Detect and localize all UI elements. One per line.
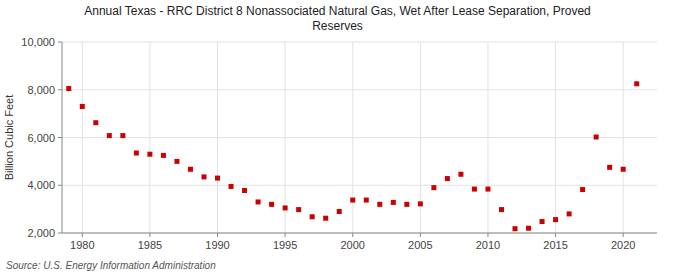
grid-line: [82, 42, 83, 233]
annotation: Source: U.S. Energy Information Administ…: [6, 260, 216, 271]
point: [594, 135, 599, 140]
point: [540, 219, 545, 224]
tick-mark: [285, 233, 286, 237]
point: [472, 187, 477, 192]
tick-label: 2,000: [27, 227, 55, 239]
tick-label: 1985: [138, 239, 162, 251]
tick-mark: [352, 233, 353, 237]
point: [201, 174, 206, 179]
point: [513, 226, 518, 231]
grid-line: [62, 233, 657, 234]
title: Annual Texas - RRC District 8 Nonassocia…: [84, 4, 590, 33]
point: [66, 86, 71, 91]
grid-line: [62, 185, 657, 186]
point: [269, 202, 274, 207]
point: [215, 176, 220, 181]
tick-label: 6,000: [27, 132, 55, 144]
point: [445, 176, 450, 181]
chart: 2,000 4,000 6,000 8,000 10,000 1980 1985 1990 19…: [0, 0, 675, 275]
grid-line: [285, 42, 286, 233]
point: [634, 81, 639, 86]
point: [174, 159, 179, 164]
point: [431, 185, 436, 190]
point: [337, 209, 342, 214]
grid-line: [623, 42, 624, 233]
tick-label: 1980: [70, 239, 94, 251]
tick-label: 4,000: [27, 179, 55, 191]
point: [404, 202, 409, 207]
tick-label: 10,000: [21, 36, 55, 48]
point: [391, 200, 396, 205]
point: [296, 207, 301, 212]
points: [66, 81, 639, 231]
point: [553, 217, 558, 222]
point: [526, 226, 531, 231]
grid-line: [217, 42, 218, 233]
tick-mark: [149, 233, 150, 237]
tick-label: 2015: [543, 239, 567, 251]
point: [364, 198, 369, 203]
point: [93, 120, 98, 125]
point: [607, 165, 612, 170]
point: [229, 184, 234, 189]
point: [107, 133, 112, 138]
point: [377, 202, 382, 207]
tick-mark: [555, 233, 556, 237]
point: [350, 198, 355, 203]
tick-mark: [58, 42, 62, 43]
point: [485, 187, 490, 192]
tick-label: 2005: [408, 239, 432, 251]
point: [418, 201, 423, 206]
tick-mark: [82, 233, 83, 237]
y-axis-line: [62, 42, 63, 233]
tick-mark: [58, 185, 62, 186]
tick-label: 1995: [273, 239, 297, 251]
tick-mark: [420, 233, 421, 237]
tick-mark: [487, 233, 488, 237]
grid-line: [62, 42, 657, 43]
y-axis-label: Billion Cubic Feet: [3, 95, 15, 181]
tick-label: 2000: [340, 239, 364, 251]
axes: 2,000 4,000 6,000 8,000 10,000 1980 1985 1990 19…: [21, 36, 657, 251]
point: [161, 153, 166, 158]
point: [499, 207, 504, 212]
grid-line: [352, 42, 353, 233]
grid-line: [487, 42, 488, 233]
tick-mark: [58, 89, 62, 90]
grid: [62, 42, 657, 233]
tick-label: 8,000: [27, 84, 55, 96]
point: [134, 151, 139, 156]
point: [323, 216, 328, 221]
point: [310, 214, 315, 219]
point: [256, 199, 261, 204]
point: [621, 167, 626, 172]
tick-mark: [217, 233, 218, 237]
grid-line: [62, 137, 657, 138]
point: [458, 172, 463, 177]
point: [567, 211, 572, 216]
grid-line: [149, 42, 150, 233]
point: [147, 152, 152, 157]
tick-label: 2010: [476, 239, 500, 251]
tick-label: 2020: [611, 239, 635, 251]
point: [283, 205, 288, 210]
tick-mark: [58, 233, 62, 234]
point: [120, 133, 125, 138]
tick-mark: [623, 233, 624, 237]
point: [188, 167, 193, 172]
point: [80, 104, 85, 109]
point: [580, 187, 585, 192]
point: [242, 188, 247, 193]
tick-mark: [58, 137, 62, 138]
x-axis-line: [62, 233, 657, 234]
tick-label: 1990: [205, 239, 229, 251]
grid-line: [62, 89, 657, 90]
grid-line: [555, 42, 556, 233]
